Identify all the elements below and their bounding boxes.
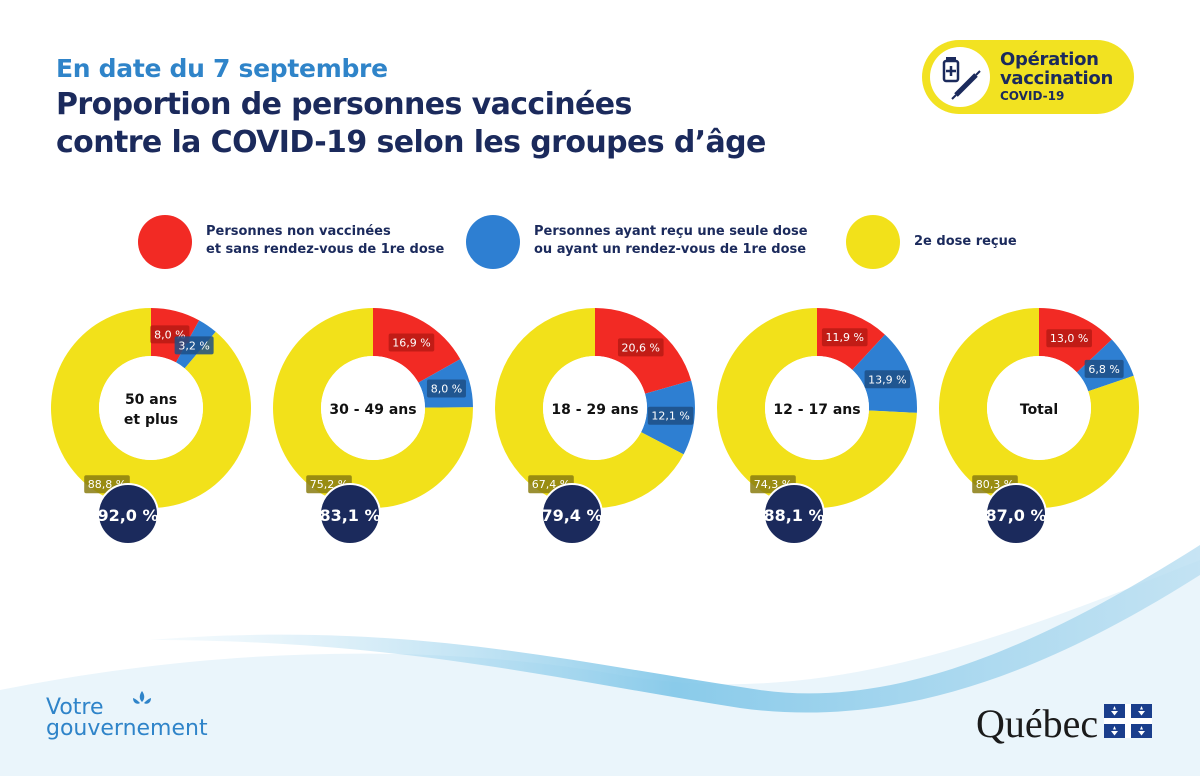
legend-label-unvaccinated: Personnes non vaccinées et sans rendez-v… [206, 223, 444, 259]
quebec-wordmark: Québec [976, 701, 1099, 746]
total-vaccinated-badge [763, 483, 825, 545]
slice-label-unvaccinated: 11,9 % [826, 331, 864, 344]
slice-label-box [1046, 329, 1092, 348]
legend-line: Personnes ayant reçu une seule dose [534, 224, 808, 239]
footer-left-line-1: Votre [46, 695, 104, 720]
total-vaccinated-badge [541, 483, 603, 545]
slice-label-unvaccinated: 20,6 % [622, 341, 660, 354]
slice-label-one-dose: 13,9 % [868, 373, 906, 386]
title-line-1: Proportion de personnes vaccinées [56, 87, 632, 122]
slice-label-box [821, 328, 868, 347]
total-vaccinated-label: 88,1 % [763, 506, 824, 525]
slice-label-unvaccinated: 13,0 % [1050, 332, 1088, 345]
legend-label-second-dose: 2e dose reçue [914, 233, 1017, 251]
total-vaccinated-badge [319, 483, 381, 545]
total-vaccinated-label: 79,4 % [541, 506, 602, 525]
slice-label-one-dose: 12,1 % [651, 410, 689, 423]
title-line-2: contre la COVID-19 selon les groupes d’â… [56, 125, 766, 160]
donut-slice-second-dose [717, 308, 917, 508]
badge-line-2: vaccination [1000, 68, 1114, 89]
footer-left-line-2: gouvernement [46, 716, 208, 741]
total-vaccinated-label: 87,0 % [985, 506, 1046, 525]
slice-label-unvaccinated: 16,9 % [392, 336, 430, 349]
syringe-vial-icon [942, 57, 981, 100]
donut-hole [987, 356, 1091, 460]
donut-group-label: 30 - 49 ans [329, 402, 416, 418]
badge-line-1: Opération [1000, 49, 1099, 70]
slice-label-box [388, 333, 435, 352]
legend-line: et sans rendez-vous de 1re dose [206, 242, 445, 257]
legend-label-one-dose: Personnes ayant reçu une seule dose ou a… [534, 223, 808, 259]
donut-group-label: 50 ans [125, 392, 177, 408]
slice-label-one-dose: 3,2 % [178, 339, 209, 352]
donut-group-label: 18 - 29 ans [551, 402, 638, 418]
legend-dot-blue [466, 215, 520, 269]
total-vaccinated-label: 83,1 % [319, 506, 380, 525]
badge-icon-circle [930, 47, 990, 107]
slice-label-one-dose: 8,0 % [431, 383, 462, 396]
legend-line: Personnes non vaccinées [206, 224, 391, 239]
slice-label-box [864, 370, 911, 389]
donut-hole [321, 356, 425, 460]
fleur-de-lis-icon [133, 691, 151, 704]
quebec-flag-icon [1104, 704, 1152, 738]
legend-dot-red [138, 215, 192, 269]
slice-label-box [1084, 359, 1124, 378]
slice-label-box [426, 379, 466, 398]
total-vaccinated-label: 92,0 % [97, 506, 158, 525]
slice-label-box [617, 338, 664, 357]
votre-gouvernement-logo: Votre gouvernement [46, 695, 208, 741]
donut-group-label: 12 - 17 ans [773, 402, 860, 418]
total-vaccinated-badge [985, 483, 1047, 545]
legend-line: 2e dose reçue [914, 234, 1017, 249]
legend-line: ou ayant un rendez-vous de 1re dose [534, 242, 807, 257]
total-vaccinated-badge [97, 483, 159, 545]
donut-slice-second-dose [272, 308, 473, 508]
slice-label-one-dose: 6,8 % [1088, 363, 1119, 376]
slice-label-box [647, 406, 694, 425]
date-line: En date du 7 septembre [56, 54, 388, 83]
donut-group-label: et plus [124, 412, 178, 428]
page-title: Proportion de personnes vaccinées contre… [56, 86, 856, 162]
donut-hole [543, 356, 647, 460]
donut-group-label: Total [1020, 402, 1058, 418]
operation-vaccination-badge: Opération vaccination COVID-19 [922, 40, 1134, 114]
donut-slice-second-dose [51, 308, 252, 508]
badge-text: Opération vaccination COVID-19 [1000, 50, 1113, 104]
donut-slice-second-dose [938, 308, 1139, 508]
donut-slice-second-dose [495, 308, 684, 509]
legend-dot-yellow [846, 215, 900, 269]
donut-hole [765, 356, 869, 460]
badge-line-3: COVID-19 [1000, 89, 1065, 103]
slice-label-box [174, 336, 214, 355]
donut-hole [99, 356, 203, 460]
